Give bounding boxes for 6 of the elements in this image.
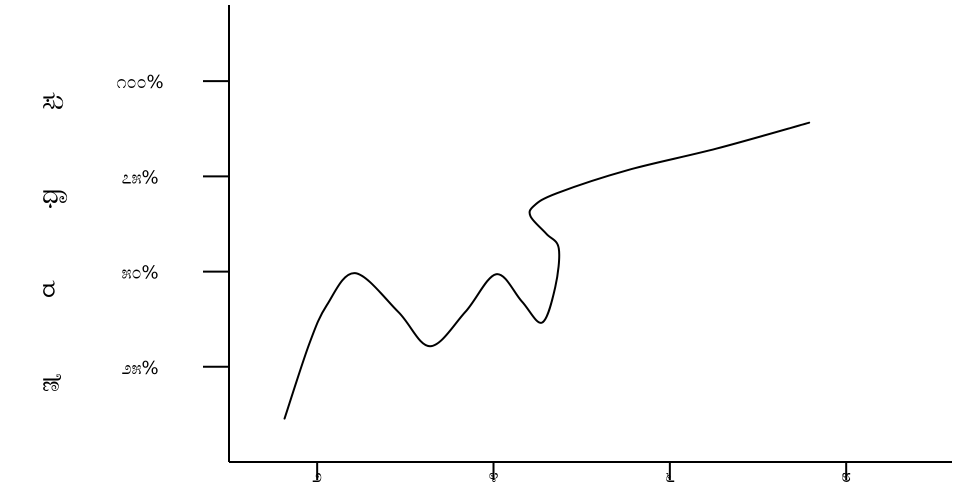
y-tick-label: ೨೫% (121, 358, 159, 379)
line-series (284, 122, 810, 420)
y-tick-label: ೧೦೦% (116, 72, 164, 94)
y-tick-label: ೭೫% (121, 167, 159, 188)
text: ಸುಧಾರಣೆ (42, 86, 68, 398)
y-tick-label: ೫೦% (121, 262, 159, 284)
